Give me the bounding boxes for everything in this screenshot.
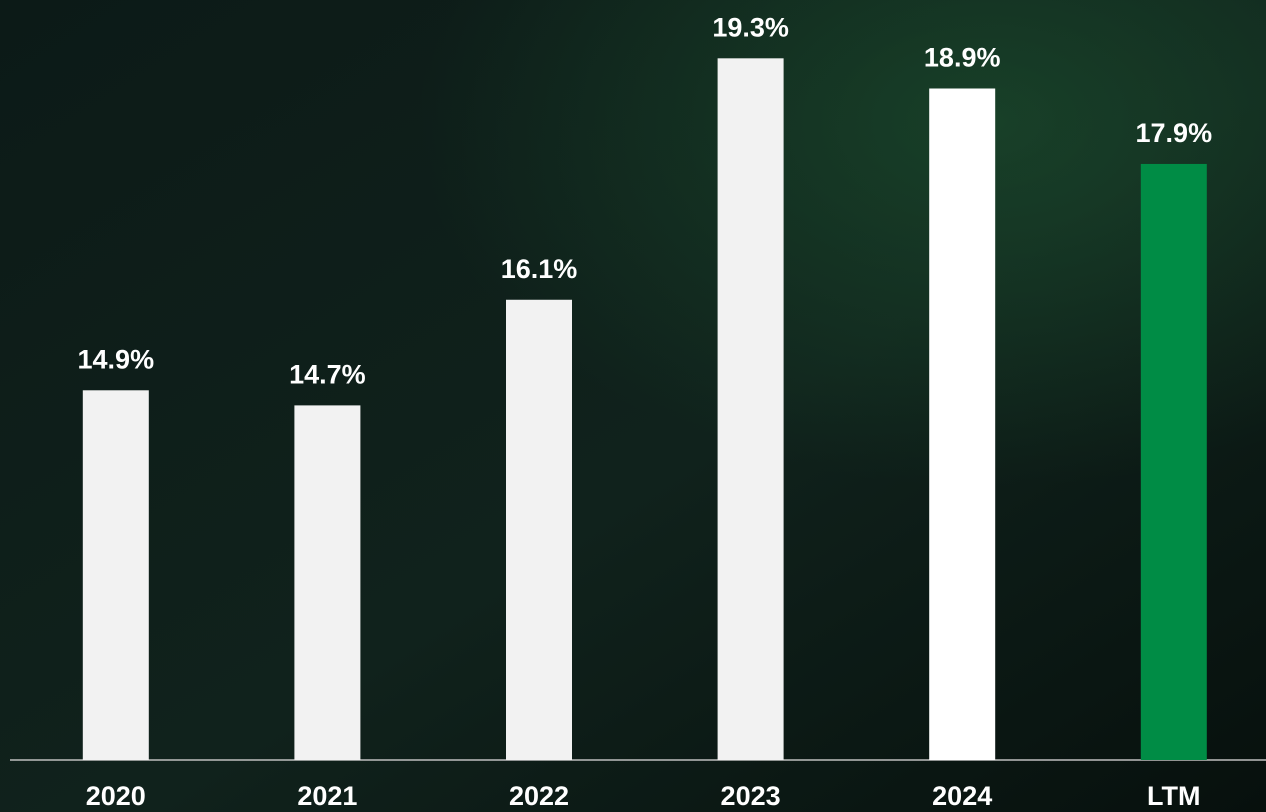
x-tick-label: 2024	[932, 781, 992, 811]
data-label: 18.9%	[924, 43, 1001, 73]
data-label: 16.1%	[501, 254, 578, 284]
bar	[1140, 163, 1207, 760]
x-tick-label: 2020	[86, 781, 146, 811]
x-tick-label: 2023	[721, 781, 781, 811]
bar	[929, 88, 996, 761]
bar	[294, 405, 361, 760]
x-tick-label: 2022	[509, 781, 569, 811]
bar	[506, 299, 572, 760]
bar	[82, 390, 149, 760]
data-label: 19.3%	[712, 12, 789, 42]
data-label: 14.9%	[78, 344, 155, 374]
x-tick-label: 2021	[297, 781, 357, 811]
data-label: 14.7%	[289, 360, 366, 390]
data-label: 17.9%	[1136, 118, 1213, 148]
bar	[717, 58, 784, 760]
x-tick-label: LTM	[1147, 781, 1200, 811]
